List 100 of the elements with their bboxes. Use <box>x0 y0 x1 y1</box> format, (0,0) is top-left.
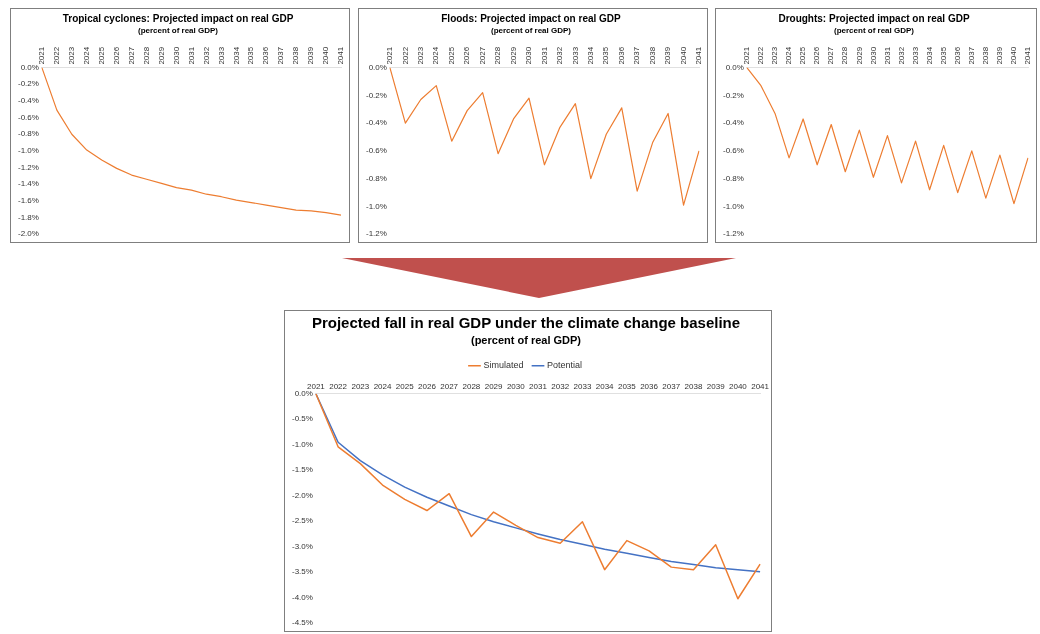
chart-subtitle: (percent of real GDP) <box>137 26 219 35</box>
x-tick-label: 2038 <box>647 46 657 65</box>
x-tick-label: 2034 <box>231 46 241 65</box>
x-tick-label: 2032 <box>555 46 565 65</box>
x-tick-label: 2036 <box>261 46 271 65</box>
y-tick-label: -0.6% <box>722 146 744 156</box>
x-tick-label: 2025 <box>798 46 808 65</box>
y-tick-label: -1.0% <box>722 201 744 211</box>
x-tick-label: 2033 <box>573 382 592 392</box>
x-tick-label: 2035 <box>246 46 256 65</box>
y-tick-label: -1.0% <box>365 201 387 211</box>
x-tick-label: 2038 <box>291 46 301 65</box>
x-tick-label: 2041 <box>1023 46 1033 65</box>
chart-title: Projected fall in real GDP under the climate change baseline <box>311 314 741 332</box>
x-tick-label: 2032 <box>896 46 906 65</box>
x-tick-label: 2033 <box>216 46 226 65</box>
y-tick-label: -0.2% <box>17 79 39 89</box>
x-tick-label: 2022 <box>329 382 348 392</box>
y-tick-label: -2.0% <box>291 490 313 500</box>
x-tick-label: 2026 <box>812 46 822 65</box>
x-tick-label: 2029 <box>854 46 864 65</box>
x-tick-label: 2027 <box>126 46 136 65</box>
y-tick-label: -0.4% <box>722 118 744 128</box>
x-tick-label: 2041 <box>336 46 346 65</box>
x-tick-label: 2041 <box>751 382 770 392</box>
x-tick-label: 2028 <box>493 46 503 65</box>
x-tick-label: 2022 <box>400 46 410 65</box>
x-tick-label: 2021 <box>307 382 326 392</box>
x-tick-label: 2028 <box>462 382 481 392</box>
x-tick-label: 2025 <box>96 46 106 65</box>
x-tick-label: 2037 <box>966 46 976 65</box>
x-tick-label: 2033 <box>570 46 580 65</box>
x-tick-label: 2034 <box>586 46 596 65</box>
x-tick-label: 2035 <box>617 382 637 392</box>
y-tick-label: 0.0% <box>294 389 313 398</box>
y-tick-label: -1.2% <box>17 162 39 172</box>
x-tick-label: 2025 <box>395 382 415 392</box>
x-tick-label: 2023 <box>351 382 370 392</box>
y-tick-label: -0.5% <box>291 414 313 424</box>
x-tick-label: 2040 <box>678 46 688 65</box>
y-tick-label: -4.5% <box>291 618 313 628</box>
x-tick-label: 2027 <box>440 382 459 392</box>
y-tick-label: -0.6% <box>365 146 387 156</box>
x-tick-label: 2034 <box>924 46 934 65</box>
chart-title: Tropical cyclones: Projected impact on real GDP <box>62 12 294 24</box>
y-tick-label: -0.8% <box>722 173 744 183</box>
x-tick-label: 2026 <box>462 46 472 65</box>
y-tick-label: -2.0% <box>17 229 39 239</box>
x-tick-label: 2031 <box>539 46 549 65</box>
y-tick-label: -1.2% <box>722 229 744 239</box>
x-tick-label: 2024 <box>431 46 441 65</box>
legend-label: Simulated <box>483 360 524 371</box>
x-tick-label: 2030 <box>524 46 534 65</box>
x-tick-label: 2029 <box>508 46 518 65</box>
x-tick-label: 2035 <box>938 46 948 65</box>
y-tick-label: -0.4% <box>17 96 39 106</box>
y-tick-label: -0.6% <box>17 112 39 122</box>
y-tick-label: 0.0% <box>725 62 744 72</box>
chart-subtitle: (percent of real GDP) <box>833 26 915 35</box>
y-tick-label: 0.0% <box>368 62 387 72</box>
y-tick-label: -2.5% <box>291 516 313 526</box>
y-tick-label: -3.5% <box>291 567 313 577</box>
x-tick-label: 2038 <box>684 382 703 392</box>
x-tick-label: 2026 <box>418 382 437 392</box>
x-tick-label: 2028 <box>840 46 850 65</box>
y-tick-label: -0.2% <box>722 90 744 100</box>
x-tick-label: 2032 <box>201 46 211 65</box>
x-tick-label: 2021 <box>385 46 395 65</box>
y-tick-label: -1.8% <box>17 212 39 222</box>
x-tick-label: 2024 <box>784 46 794 65</box>
x-tick-label: 2036 <box>616 46 626 65</box>
x-tick-label: 2031 <box>882 46 892 65</box>
y-tick-label: -3.0% <box>291 541 313 551</box>
x-tick-label: 2024 <box>81 46 91 65</box>
x-tick-label: 2025 <box>446 46 456 65</box>
x-tick-label: 2024 <box>373 382 392 392</box>
y-tick-label: 0.0% <box>20 62 39 72</box>
x-tick-label: 2027 <box>477 46 487 65</box>
x-tick-label: 2023 <box>67 46 77 65</box>
x-tick-label: 2037 <box>632 46 642 65</box>
x-tick-label: 2029 <box>484 382 504 392</box>
legend-label: Potential <box>547 360 583 371</box>
x-tick-label: 2039 <box>706 382 726 392</box>
y-tick-label: -1.0% <box>17 146 39 156</box>
x-tick-label: 2031 <box>529 382 548 392</box>
chart-title: Floods: Projected impact on real GDP <box>441 12 622 24</box>
x-tick-label: 2031 <box>186 46 196 65</box>
x-tick-label: 2028 <box>141 46 151 65</box>
x-tick-label: 2035 <box>601 46 611 65</box>
x-tick-label: 2039 <box>306 46 316 65</box>
x-tick-label: 2030 <box>506 382 526 392</box>
x-tick-label: 2021 <box>742 46 752 65</box>
x-tick-label: 2030 <box>171 46 181 65</box>
y-tick-label: -1.5% <box>291 465 313 475</box>
x-tick-label: 2022 <box>52 46 62 65</box>
x-tick-label: 2037 <box>662 382 681 392</box>
x-tick-label: 2041 <box>694 46 704 65</box>
x-tick-label: 2039 <box>995 46 1005 65</box>
x-tick-label: 2026 <box>111 46 121 65</box>
x-tick-label: 2040 <box>321 46 331 65</box>
